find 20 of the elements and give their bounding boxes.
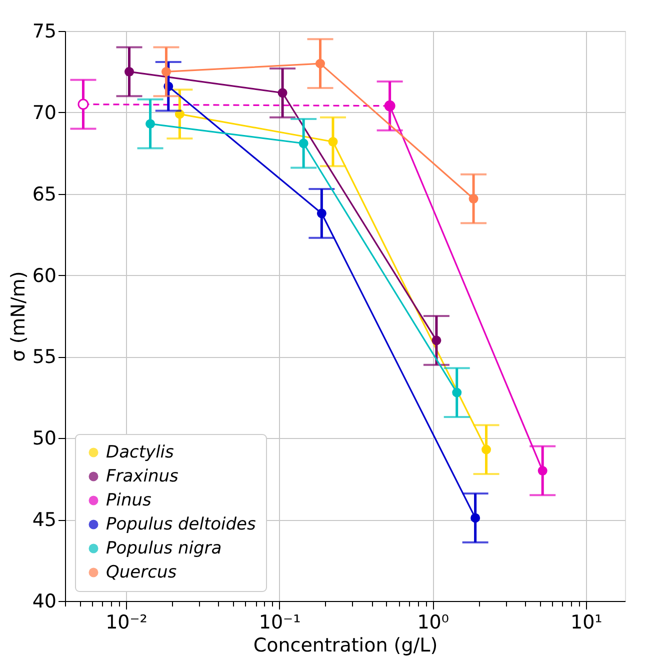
legend-label: Populus nigra: [106, 538, 222, 558]
y-tick-label: 65: [32, 183, 56, 206]
x-tick-label: 10⁰: [417, 612, 449, 634]
x-tick-label: 10⁻¹: [258, 612, 301, 634]
y-axis-title: σ (mN/m): [7, 271, 30, 362]
y-tick-label: 40: [32, 590, 56, 612]
legend-label: Quercus: [106, 562, 177, 582]
y-tick-label: 45: [32, 509, 56, 532]
x-tick-label: 10¹: [570, 612, 602, 634]
legend-label: Dactylis: [106, 442, 174, 462]
legend-label: Populus deltoides: [106, 514, 256, 534]
legend-label: Fraxinus: [106, 466, 179, 486]
x-tick-label: 10⁻²: [106, 612, 148, 634]
x-axis-title: Concentration (g/L): [253, 634, 438, 656]
y-tick-label: 70: [32, 102, 56, 124]
y-tick-label: 75: [32, 20, 56, 42]
y-tick-label: 60: [32, 264, 56, 287]
y-tick-label: 50: [32, 428, 56, 450]
y-tick-label: 55: [32, 346, 56, 368]
legend-label: Pinus: [106, 490, 152, 510]
